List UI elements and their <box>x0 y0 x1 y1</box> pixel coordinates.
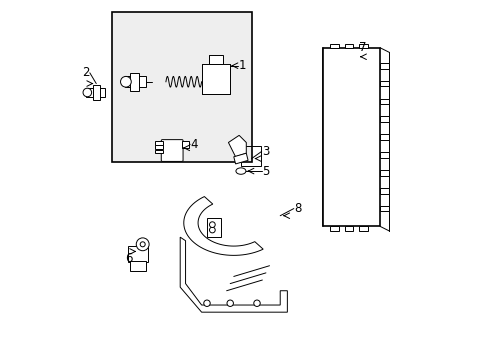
Text: 6: 6 <box>124 252 132 265</box>
Bar <box>344 44 353 48</box>
Polygon shape <box>228 135 246 157</box>
Bar <box>201 64 230 94</box>
Circle shape <box>136 238 149 251</box>
Bar <box>380 188 388 194</box>
Polygon shape <box>180 237 287 312</box>
Bar <box>380 134 388 140</box>
Bar <box>380 99 388 104</box>
Bar <box>380 81 388 86</box>
Circle shape <box>121 76 131 87</box>
Text: 5: 5 <box>262 165 269 177</box>
Text: 7: 7 <box>358 41 366 54</box>
Bar <box>358 44 367 48</box>
Bar <box>85 88 105 97</box>
Bar <box>380 206 388 211</box>
Bar <box>128 246 148 262</box>
Text: 1: 1 <box>239 59 246 72</box>
Bar <box>130 261 146 271</box>
Bar <box>206 217 221 237</box>
Bar <box>380 63 388 68</box>
Polygon shape <box>183 197 263 255</box>
FancyBboxPatch shape <box>161 140 183 161</box>
Circle shape <box>203 300 210 306</box>
Bar <box>130 73 139 91</box>
Bar <box>155 145 163 149</box>
Circle shape <box>140 242 145 247</box>
Bar <box>344 226 353 231</box>
Ellipse shape <box>235 168 245 174</box>
Circle shape <box>253 300 260 306</box>
Circle shape <box>209 227 215 233</box>
Text: 2: 2 <box>81 66 89 79</box>
Bar <box>155 141 163 145</box>
Bar <box>182 141 189 148</box>
Text: 8: 8 <box>294 202 301 215</box>
Bar <box>112 12 251 162</box>
Text: 4: 4 <box>190 138 198 151</box>
Circle shape <box>83 88 91 97</box>
Bar <box>155 150 163 153</box>
Bar <box>329 226 339 231</box>
Polygon shape <box>233 153 247 164</box>
Bar <box>380 170 388 176</box>
Bar <box>358 226 367 231</box>
Bar <box>124 76 146 87</box>
Bar <box>380 152 388 158</box>
Bar <box>380 116 388 122</box>
Circle shape <box>226 300 233 306</box>
Text: 3: 3 <box>262 145 269 158</box>
Bar <box>323 48 380 226</box>
Bar <box>93 85 100 100</box>
Circle shape <box>209 222 215 228</box>
Bar <box>329 44 339 48</box>
Bar <box>241 146 260 166</box>
Bar <box>208 55 223 64</box>
